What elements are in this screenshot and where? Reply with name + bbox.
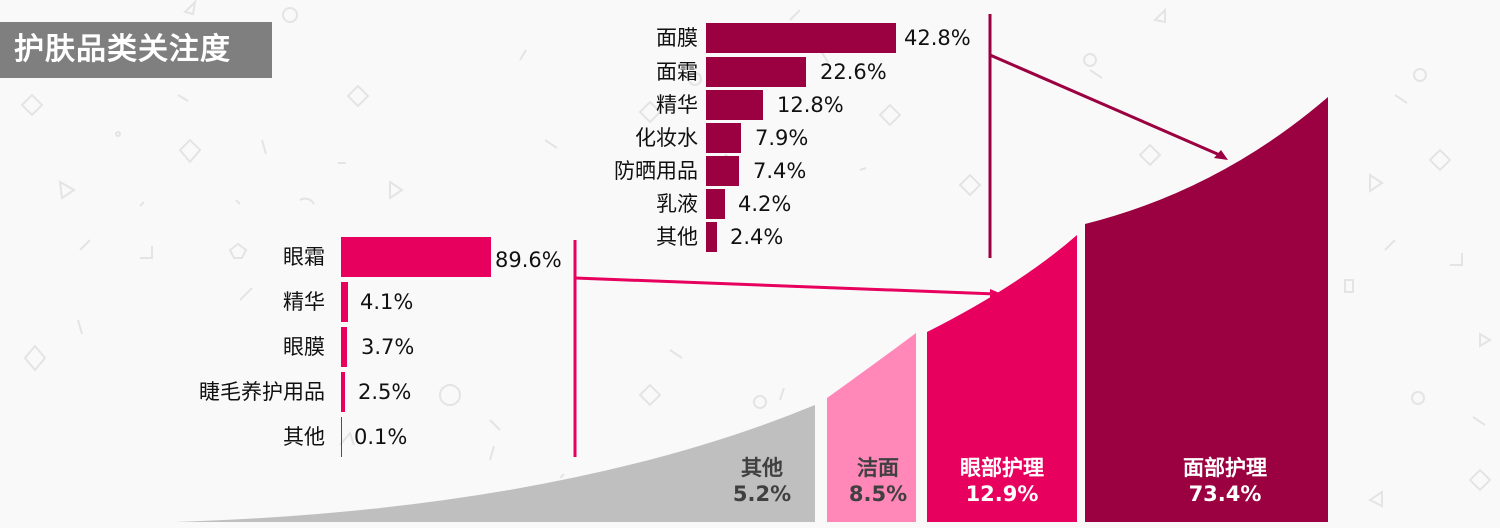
bar bbox=[341, 327, 347, 367]
bar-label: 其他 bbox=[656, 225, 698, 249]
bar-value: 0.1% bbox=[354, 425, 408, 449]
bar bbox=[706, 222, 717, 252]
bar-value: 22.6% bbox=[820, 60, 887, 84]
segment-other-value: 5.2% bbox=[732, 482, 792, 506]
bar bbox=[341, 417, 342, 457]
segment-face-name: 面部护理 bbox=[1183, 456, 1267, 480]
bar-value: 4.1% bbox=[360, 290, 414, 314]
bar-label: 化妆水 bbox=[635, 126, 698, 150]
segment-other-area bbox=[175, 405, 815, 522]
bar-label: 乳液 bbox=[656, 192, 698, 216]
segment-cleanse-area bbox=[827, 333, 916, 522]
segment-cleanse-label: 洁面 8.5% bbox=[840, 455, 916, 507]
eye-connector-line bbox=[574, 276, 997, 296]
page-title: 护肤品类关注度 bbox=[14, 32, 231, 67]
bar bbox=[341, 237, 491, 277]
segment-cleanse-name: 洁面 bbox=[857, 456, 899, 480]
segment-other-label: 其他 5.2% bbox=[730, 455, 794, 507]
face-connector-line bbox=[989, 53, 1223, 158]
segment-eye-value: 12.9% bbox=[965, 482, 1039, 506]
bar-label: 精华 bbox=[283, 290, 325, 314]
bar bbox=[341, 372, 345, 412]
bar-value: 2.5% bbox=[358, 380, 412, 404]
segment-face-area bbox=[1085, 97, 1328, 522]
bar-label: 面霜 bbox=[656, 60, 698, 84]
segment-other-name: 其他 bbox=[741, 456, 783, 480]
bar-label: 其他 bbox=[283, 425, 325, 449]
bar bbox=[706, 57, 806, 87]
segment-face-label: 面部护理 73.4% bbox=[1150, 455, 1300, 507]
eye-arrow-icon bbox=[990, 289, 1002, 299]
bar-label: 睫毛养护用品 bbox=[199, 380, 325, 404]
segment-eye-label: 眼部护理 12.9% bbox=[927, 455, 1077, 507]
bar-label: 精华 bbox=[656, 93, 698, 117]
bar bbox=[706, 123, 741, 153]
bar-value: 3.7% bbox=[361, 335, 415, 359]
bar-label: 眼霜 bbox=[283, 245, 325, 269]
segment-face-value: 73.4% bbox=[1188, 482, 1262, 506]
segment-eye-area bbox=[927, 235, 1077, 522]
title-banner: 护肤品类关注度 bbox=[0, 22, 272, 78]
segment-cleanse-value: 8.5% bbox=[848, 482, 908, 506]
bar-value: 7.9% bbox=[755, 126, 809, 150]
bar-value: 2.4% bbox=[730, 225, 784, 249]
face-arrow-icon bbox=[1214, 150, 1228, 160]
bar bbox=[706, 23, 896, 53]
bar-value: 89.6% bbox=[495, 248, 562, 272]
bar bbox=[706, 90, 763, 120]
segment-eye-name: 眼部护理 bbox=[960, 456, 1044, 480]
bar-value: 7.4% bbox=[753, 159, 807, 183]
bar bbox=[706, 189, 725, 219]
bar-value: 42.8% bbox=[904, 26, 971, 50]
bar-label: 防晒用品 bbox=[614, 159, 698, 183]
bar-label: 面膜 bbox=[656, 26, 698, 50]
bar-value: 12.8% bbox=[777, 93, 844, 117]
bar bbox=[341, 282, 348, 322]
bar-value: 4.2% bbox=[738, 192, 792, 216]
bar-label: 眼膜 bbox=[283, 335, 325, 359]
bar bbox=[706, 156, 739, 186]
